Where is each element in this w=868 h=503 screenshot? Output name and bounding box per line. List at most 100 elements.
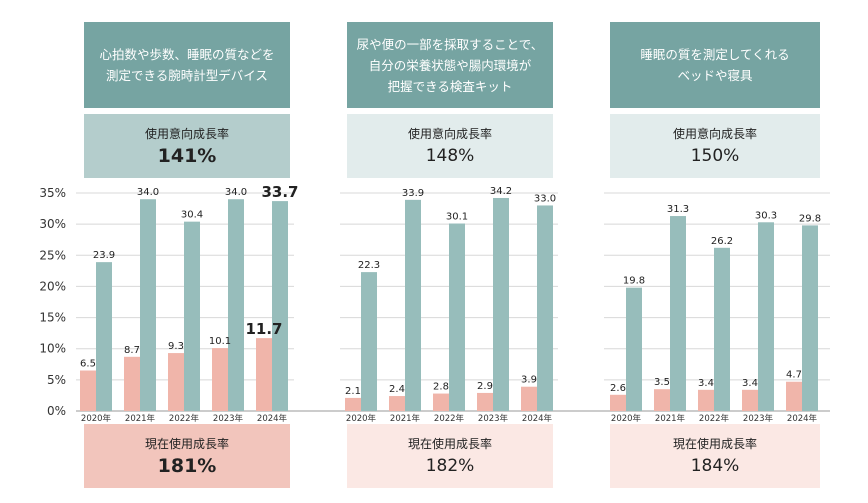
y-tick-label: 20%	[39, 279, 66, 293]
bar-intention	[714, 247, 730, 411]
data-label-intention: 31.3	[667, 204, 689, 215]
x-tick-label: 2023年	[743, 413, 774, 424]
x-tick-label: 2022年	[434, 413, 465, 424]
panel-1-intention-growth-value: 141%	[157, 144, 217, 167]
bar-intention	[758, 222, 774, 411]
panel-3-current-growth-box: 現在使用成長率 184%	[610, 424, 820, 488]
data-label-current-use: 6.5	[80, 359, 96, 370]
bar-current-use	[256, 338, 272, 411]
data-label-current-use: 3.4	[698, 378, 714, 389]
panel-3-title-line-2: ベッドや寝具	[677, 68, 753, 83]
y-tick-label: 15%	[39, 311, 66, 325]
bar-intention	[96, 262, 112, 411]
data-label-current-use: 2.4	[389, 384, 405, 395]
data-label-intention: 33.9	[402, 188, 424, 199]
panel-3-title-line-1: 睡眠の質を測定してくれる	[640, 47, 790, 62]
bar-current-use	[698, 389, 714, 411]
bar-intention	[537, 205, 553, 411]
data-label-current-use: 3.9	[521, 375, 537, 386]
data-label-current-use: 4.7	[786, 370, 802, 381]
panel-3-title: 睡眠の質を測定してくれる ベッドや寝具	[610, 22, 820, 108]
bar-current-use	[521, 386, 537, 411]
x-tick-label: 2020年	[346, 413, 377, 424]
panel-2-title-line-3: 把握できる検査キット	[387, 78, 513, 94]
panel-2-intention-growth-value: 148%	[425, 145, 475, 166]
data-label-intention: 33.7	[261, 183, 298, 201]
data-label-intention: 30.3	[755, 210, 777, 221]
data-label-current-use: 2.1	[345, 386, 361, 397]
data-label-current-use: 9.3	[168, 341, 184, 352]
data-label-current-use: 8.7	[124, 345, 140, 356]
panel-1-title: 心拍数や歩数、睡眠の質などを 測定できる腕時計型デバイス	[84, 22, 290, 108]
data-label-current-use: 2.8	[433, 382, 449, 393]
panel-2-title-line-2: 自分の栄養状態や腸内環境が	[368, 57, 532, 73]
bar-current-use	[654, 389, 670, 411]
bar-intention	[184, 221, 200, 411]
x-tick-label: 2021年	[390, 413, 421, 424]
data-label-intention: 34.0	[225, 187, 247, 198]
x-tick-label: 2021年	[655, 413, 686, 424]
x-tick-label: 2021年	[125, 413, 156, 424]
bar-current-use	[345, 397, 361, 411]
data-label-current-use: 10.1	[209, 336, 231, 347]
bar-current-use	[477, 392, 493, 411]
x-tick-label: 2023年	[478, 413, 509, 424]
data-label-current-use: 3.5	[654, 377, 670, 388]
data-label-intention: 33.0	[534, 193, 556, 204]
x-tick-label: 2020年	[81, 413, 112, 424]
bar-intention	[405, 199, 421, 411]
panel-2-current-growth-box: 現在使用成長率 182%	[347, 424, 553, 488]
x-tick-label: 2020年	[611, 413, 642, 424]
panel-3-current-growth-label: 現在使用成長率	[672, 436, 757, 451]
panel-1-current-growth-box: 現在使用成長率 181%	[84, 424, 290, 488]
data-label-intention: 22.3	[358, 260, 380, 271]
y-tick-label: 30%	[39, 217, 66, 231]
data-label-intention: 29.8	[799, 213, 821, 224]
bar-intention	[626, 287, 642, 411]
data-label-intention: 34.2	[490, 186, 512, 197]
bar-intention	[272, 201, 288, 411]
data-label-current-use: 3.4	[742, 378, 758, 389]
data-label-intention: 19.8	[623, 276, 645, 287]
y-tick-label: 35%	[39, 186, 66, 200]
bar-current-use	[124, 356, 140, 411]
panel-3-intention-growth-value: 150%	[690, 145, 740, 166]
panel-1-current-growth-value: 181%	[157, 454, 217, 477]
x-tick-label: 2024年	[257, 413, 288, 424]
data-label-intention: 30.4	[181, 210, 203, 221]
panel-1-title-line-2: 測定できる腕時計型デバイス	[106, 68, 268, 83]
panel-2-current-growth-value: 182%	[425, 455, 475, 476]
data-label-intention: 34.0	[137, 187, 159, 198]
bar-intention	[228, 199, 244, 411]
panel-2-intention-growth-box: 使用意向成長率 148%	[347, 114, 553, 178]
panel-2-current-growth-label: 現在使用成長率	[407, 436, 492, 451]
data-label-intention: 23.9	[93, 250, 115, 261]
bar-intention	[670, 216, 686, 411]
data-label-intention: 26.2	[711, 236, 733, 247]
bar-current-use	[80, 370, 96, 411]
bar-current-use	[168, 353, 184, 411]
bar-intention	[140, 199, 156, 411]
data-label-intention: 30.1	[446, 212, 468, 223]
bar-current-use	[786, 381, 802, 411]
bar-current-use	[212, 348, 228, 411]
data-label-current-use: 2.9	[477, 381, 493, 392]
bar-current-use	[433, 393, 449, 411]
y-tick-label: 5%	[47, 373, 66, 387]
x-tick-label: 2022年	[699, 413, 730, 424]
x-tick-label: 2023年	[213, 413, 244, 424]
panel-1-title-line-1: 心拍数や歩数、睡眠の質などを	[99, 47, 275, 62]
bar-intention	[802, 225, 818, 411]
bar-intention	[493, 197, 509, 411]
panel-2-intention-growth-label: 使用意向成長率	[407, 126, 492, 141]
bar-intention	[449, 223, 465, 411]
data-label-current-use: 11.7	[245, 320, 282, 338]
y-tick-label: 25%	[39, 248, 66, 262]
bar-current-use	[610, 394, 626, 411]
panel-3-intention-growth-label: 使用意向成長率	[672, 126, 757, 141]
x-tick-label: 2024年	[787, 413, 818, 424]
panel-3-intention-growth-box: 使用意向成長率 150%	[610, 114, 820, 178]
panel-1-intention-growth-label: 使用意向成長率	[144, 126, 229, 141]
bar-current-use	[742, 389, 758, 411]
